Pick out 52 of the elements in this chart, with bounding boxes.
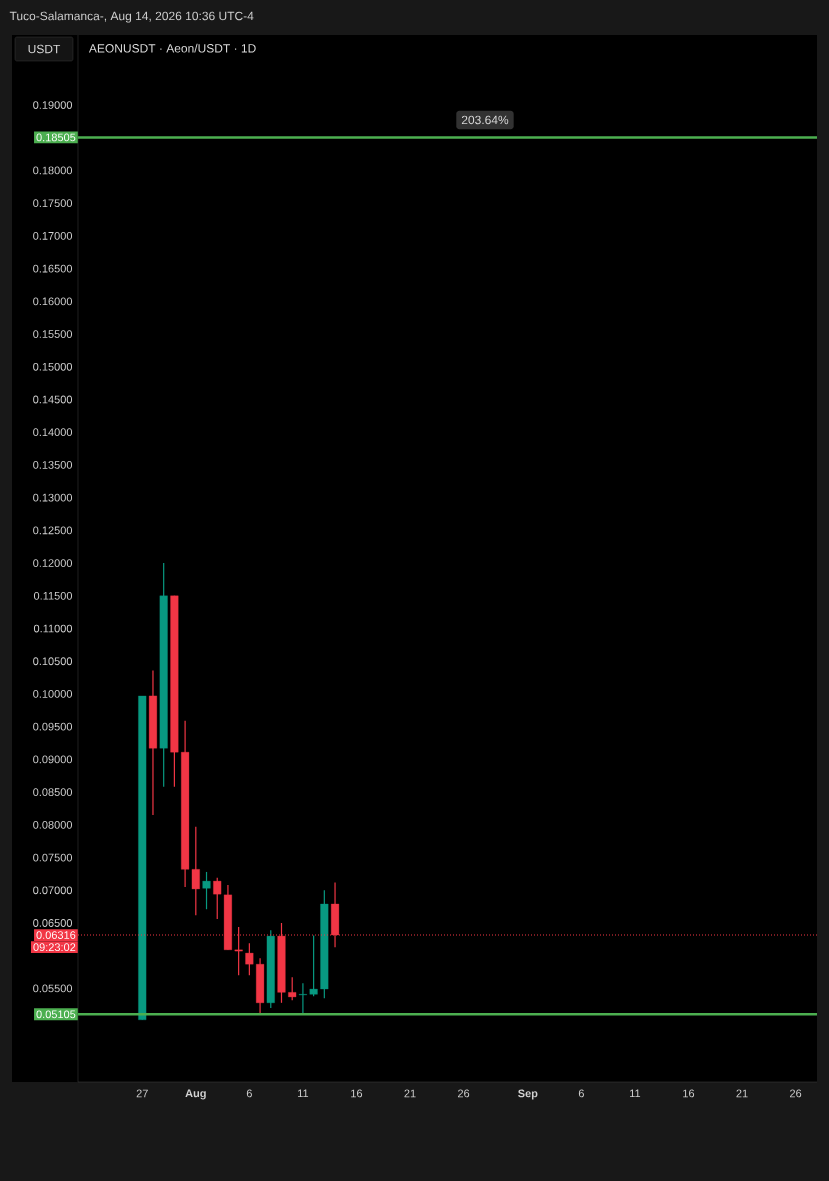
- candlestick: [288, 976, 297, 1001]
- y-tick-label: 0.11000: [33, 624, 73, 633]
- x-tick-label: 11: [298, 1089, 309, 1098]
- y-tick-label: 0.15500: [33, 330, 73, 338]
- y-tick-label: 0.14000: [33, 428, 73, 437]
- y-tick-label: 0.08500: [33, 788, 73, 796]
- y-tick-label: 0.17000: [33, 232, 73, 240]
- text: Tuco-Salamanca-, Aug 14, 2026 10:36 UTC-4: [9, 11, 254, 23]
- x-tick-label: 16: [351, 1089, 363, 1098]
- y-tick-label: 0.10000: [33, 690, 73, 698]
- annotation: 203.64%: [461, 115, 509, 125]
- y-tick-label: 0.12000: [33, 559, 73, 567]
- y-tick-label: 0.13000: [33, 493, 73, 502]
- x-tick-label: 21: [404, 1089, 416, 1098]
- candlestick: [309, 934, 318, 997]
- x-tick-label: 16: [683, 1089, 695, 1098]
- candlestick: [245, 942, 254, 976]
- y-tick-label: 0.08000: [33, 820, 73, 829]
- y-tick-label: 0.12500: [33, 526, 73, 535]
- y-tick-label: 0.13500: [33, 461, 73, 469]
- y-tick-label: 0.18000: [33, 166, 73, 175]
- candlestick: [202, 871, 211, 910]
- y-tick-label: 0.07500: [33, 853, 73, 862]
- x-tick-label: 11: [630, 1089, 641, 1098]
- y-tick-label: 0.11500: [33, 591, 73, 600]
- ref-line-label: 0.18505: [36, 133, 76, 142]
- y-tick-label: 0.19000: [33, 101, 73, 109]
- y-tick-label: 0.17500: [33, 199, 73, 208]
- y-tick-label: 0.09500: [33, 722, 73, 731]
- y-axis-title: USDT: [28, 44, 61, 54]
- x-tick-label: 26: [790, 1089, 802, 1098]
- x-tick-label: Sep: [518, 1089, 538, 1100]
- text: AEONUSDT · Aeon/USDT · 1D: [88, 43, 256, 53]
- y-tick-label: 0.14500: [33, 395, 73, 404]
- y-tick-label: 0.09000: [33, 755, 73, 764]
- y-tick-label: 0.16000: [33, 297, 73, 306]
- x-tick-label: 6: [578, 1089, 584, 1098]
- x-tick-label: 26: [457, 1089, 470, 1098]
- y-tick-label: 0.06500: [33, 919, 73, 927]
- x-tick-label: 21: [736, 1089, 748, 1098]
- y-tick-label: 0.16500: [33, 264, 73, 273]
- y-tick-label: 0.05500: [33, 984, 73, 993]
- ref-line-label: 0.05105: [36, 1010, 76, 1019]
- candlestick: [298, 982, 307, 1014]
- y-tick-label: 0.15000: [33, 362, 73, 371]
- x-tick-label: 6: [246, 1089, 252, 1098]
- y-tick-label: 0.10500: [33, 657, 73, 666]
- x-tick-label: Aug: [185, 1089, 206, 1100]
- x-tick-label: 27: [136, 1089, 148, 1098]
- y-tick-label: 0.07000: [33, 886, 73, 895]
- text: 09:23:02: [33, 943, 76, 952]
- ref-line-label: 0.06316: [36, 931, 76, 939]
